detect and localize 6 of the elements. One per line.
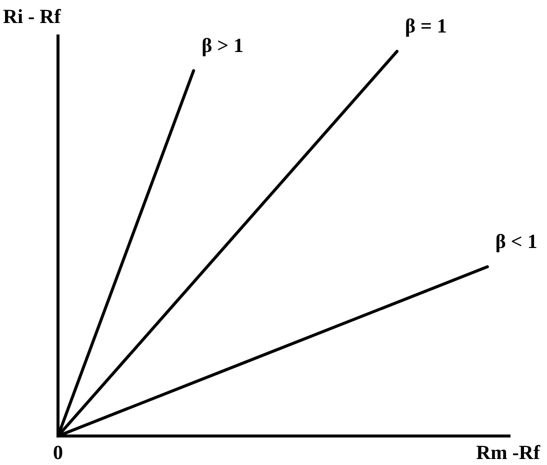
text: 0: [53, 442, 63, 464]
series-label: β < 1: [495, 230, 538, 253]
series-label: β = 1: [405, 16, 447, 38]
x-axis-title: Rm -Rf: [476, 442, 540, 464]
y-axis-title: Ri - Rf: [3, 6, 62, 28]
series-label: β > 1: [202, 34, 244, 57]
